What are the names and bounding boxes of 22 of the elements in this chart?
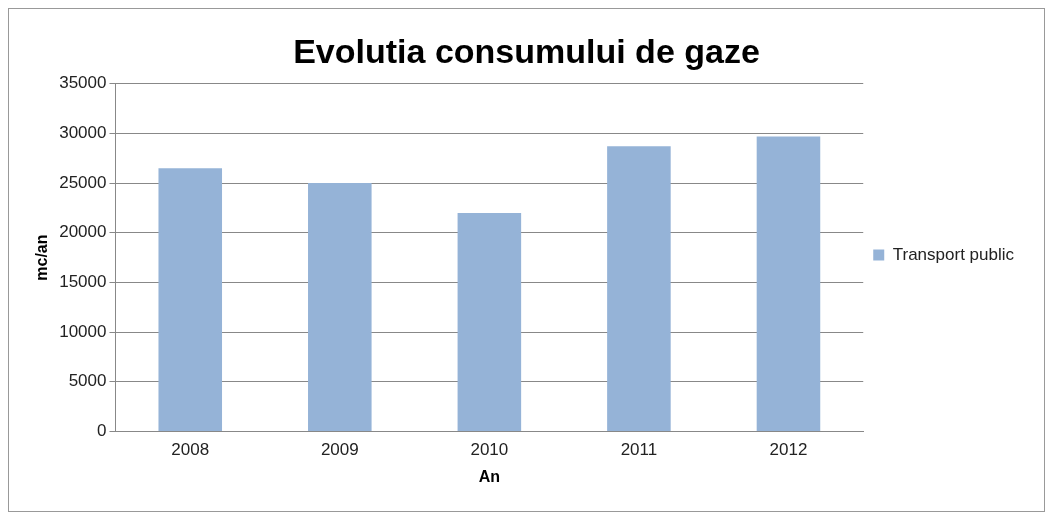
y-tick-label: 20000	[59, 222, 107, 242]
x-tick-label: 2009	[320, 440, 359, 460]
y-tick-label: 35000	[59, 73, 107, 93]
x-axis-title: An	[478, 467, 501, 485]
x-tick-label: 2012	[769, 440, 808, 460]
y-tick-label: 5000	[68, 371, 107, 391]
bar	[756, 136, 821, 431]
y-tick-label: 0	[97, 421, 107, 441]
y-tick-label: 10000	[59, 321, 107, 341]
x-tick-label: 2010	[470, 440, 509, 460]
chart-title: Evolutia consumului de gaze	[293, 31, 760, 70]
bar	[158, 168, 223, 431]
y-axis-title: mc/an	[33, 234, 51, 281]
bar	[457, 212, 522, 431]
y-tick-label: 25000	[59, 172, 107, 192]
y-tick-label: 30000	[59, 123, 107, 143]
x-tick-label: 2011	[620, 440, 658, 460]
y-tick-label: 15000	[59, 272, 107, 292]
x-tick-label: 2008	[171, 440, 210, 460]
legend-label: Transport public	[892, 244, 1015, 264]
bar	[308, 183, 372, 431]
bar	[607, 146, 671, 431]
